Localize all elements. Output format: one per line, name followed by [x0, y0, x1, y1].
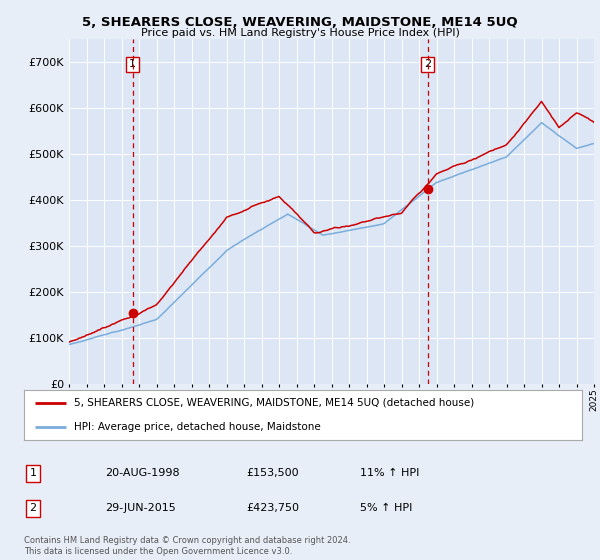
Text: 20-AUG-1998: 20-AUG-1998	[105, 468, 179, 478]
Text: 11% ↑ HPI: 11% ↑ HPI	[360, 468, 419, 478]
Text: 1: 1	[29, 468, 37, 478]
Text: HPI: Average price, detached house, Maidstone: HPI: Average price, detached house, Maid…	[74, 422, 321, 432]
Text: 5, SHEARERS CLOSE, WEAVERING, MAIDSTONE, ME14 5UQ (detached house): 5, SHEARERS CLOSE, WEAVERING, MAIDSTONE,…	[74, 398, 475, 408]
Text: 2: 2	[29, 503, 37, 514]
Text: Contains HM Land Registry data © Crown copyright and database right 2024.
This d: Contains HM Land Registry data © Crown c…	[24, 536, 350, 556]
Text: Price paid vs. HM Land Registry's House Price Index (HPI): Price paid vs. HM Land Registry's House …	[140, 28, 460, 38]
Text: 5, SHEARERS CLOSE, WEAVERING, MAIDSTONE, ME14 5UQ: 5, SHEARERS CLOSE, WEAVERING, MAIDSTONE,…	[82, 16, 518, 29]
Text: £423,750: £423,750	[246, 503, 299, 514]
Text: 2: 2	[424, 59, 431, 69]
Text: 29-JUN-2015: 29-JUN-2015	[105, 503, 176, 514]
Text: 5% ↑ HPI: 5% ↑ HPI	[360, 503, 412, 514]
Text: £153,500: £153,500	[246, 468, 299, 478]
Text: 1: 1	[129, 59, 136, 69]
